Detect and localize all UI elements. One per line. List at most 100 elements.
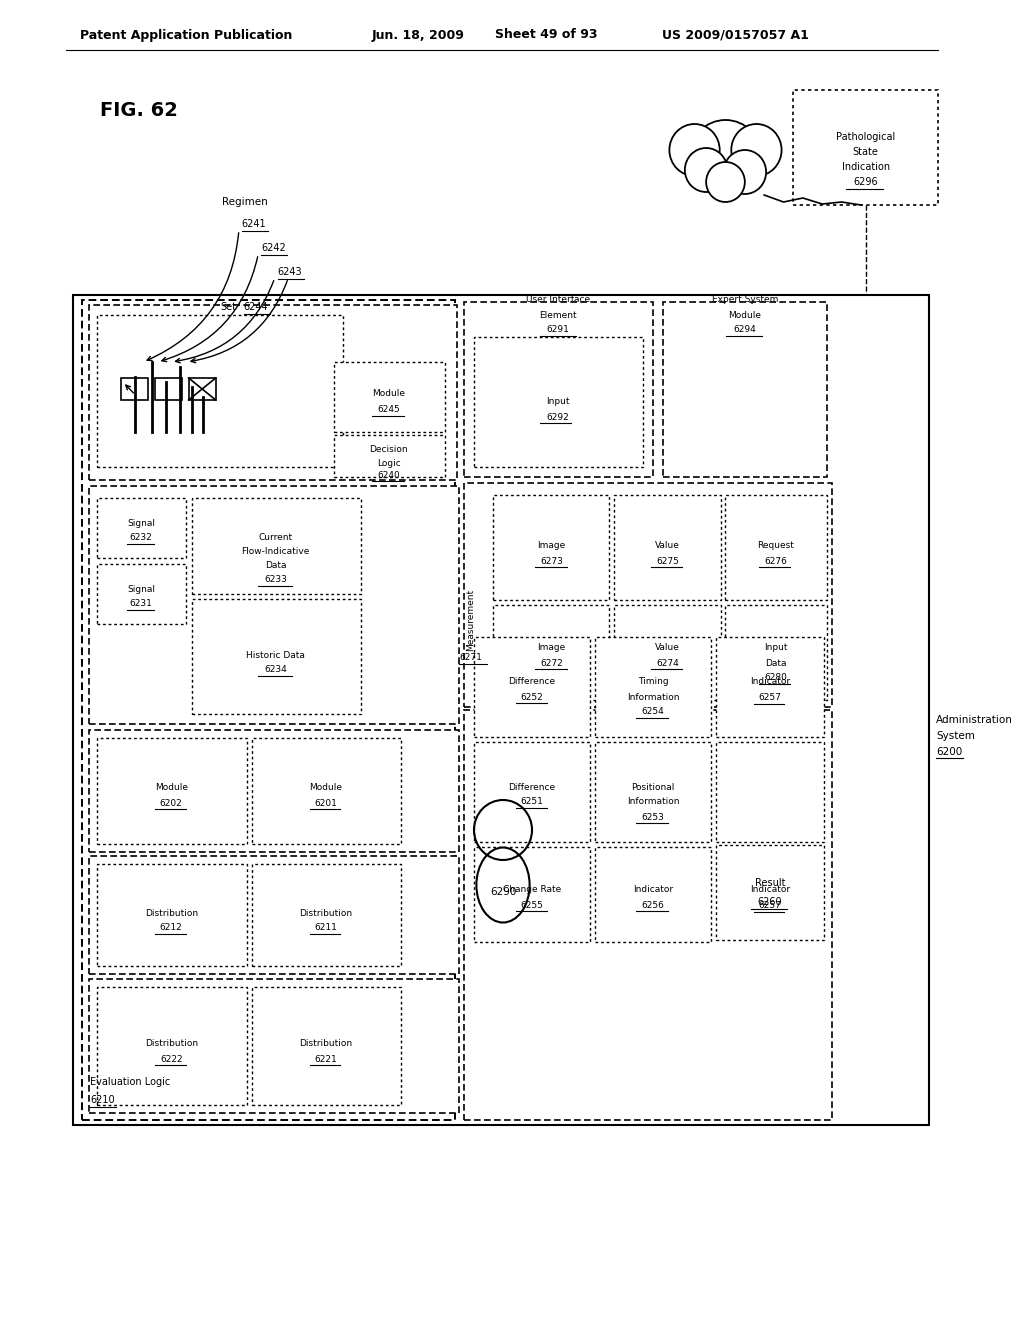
Bar — [725, 495, 827, 601]
Text: 6260: 6260 — [758, 898, 782, 907]
Bar — [96, 564, 185, 624]
Text: US 2009/0157057 A1: US 2009/0157057 A1 — [662, 29, 809, 41]
Text: Image: Image — [538, 541, 565, 550]
Text: 6276: 6276 — [764, 557, 787, 565]
Text: 6274: 6274 — [656, 659, 679, 668]
Text: Regimen: Regimen — [222, 197, 268, 207]
Bar — [725, 605, 827, 700]
Text: Measurement: Measurement — [467, 589, 475, 651]
Text: Module: Module — [728, 310, 761, 319]
Bar — [96, 498, 185, 558]
Text: 6212: 6212 — [160, 924, 182, 932]
Text: 6231: 6231 — [130, 599, 153, 609]
Text: Timing: Timing — [638, 677, 669, 686]
Text: 6273: 6273 — [540, 557, 563, 565]
Text: 6257: 6257 — [759, 902, 781, 911]
Text: Result: Result — [755, 878, 785, 888]
Bar — [494, 495, 609, 601]
Text: 6241: 6241 — [242, 219, 266, 228]
Text: Data: Data — [265, 561, 287, 570]
Bar — [89, 979, 459, 1113]
Text: 6240: 6240 — [378, 470, 400, 479]
Bar — [334, 436, 445, 477]
Bar — [89, 486, 459, 723]
Text: Distribution: Distribution — [144, 908, 198, 917]
Text: Flow-Indicative: Flow-Indicative — [242, 548, 310, 557]
Text: Network: Network — [706, 160, 745, 170]
Circle shape — [707, 162, 744, 202]
Text: Module: Module — [155, 784, 187, 792]
Bar — [595, 847, 711, 942]
Circle shape — [731, 124, 781, 176]
Text: 6222: 6222 — [160, 1055, 182, 1064]
Text: Evaluation Logic: Evaluation Logic — [90, 1077, 170, 1086]
Bar — [96, 987, 247, 1105]
Text: Difference: Difference — [509, 677, 556, 686]
Text: Information: Information — [627, 693, 679, 701]
Bar — [474, 742, 590, 842]
Text: 6210: 6210 — [90, 1096, 115, 1105]
Text: Input: Input — [764, 644, 787, 652]
Text: Signal: Signal — [127, 585, 156, 594]
Text: Input: Input — [547, 397, 570, 407]
Text: FIG. 62: FIG. 62 — [99, 100, 177, 120]
Text: 6251: 6251 — [520, 797, 544, 807]
Text: Indicator: Indicator — [633, 886, 673, 895]
Text: Patent Application Publication: Patent Application Publication — [80, 29, 292, 41]
Bar — [96, 865, 247, 966]
Bar — [89, 855, 459, 974]
Text: 6245: 6245 — [378, 405, 400, 414]
Text: 6296: 6296 — [853, 177, 878, 187]
Text: Indication: Indication — [842, 162, 890, 172]
Bar — [474, 337, 643, 467]
Bar — [191, 599, 360, 714]
Text: 6292: 6292 — [547, 412, 569, 421]
Text: Administration: Administration — [936, 715, 1013, 725]
Text: State: State — [853, 147, 879, 157]
Bar — [794, 90, 938, 205]
Text: Jun. 18, 2009: Jun. 18, 2009 — [372, 29, 464, 41]
Text: 6271: 6271 — [460, 653, 482, 663]
Text: Signal: Signal — [127, 519, 156, 528]
Text: 6272: 6272 — [540, 659, 563, 668]
Bar — [252, 865, 401, 966]
Text: 6253: 6253 — [641, 813, 665, 821]
Bar — [614, 495, 721, 601]
Text: Historic Data: Historic Data — [246, 651, 305, 660]
Text: Element: Element — [540, 310, 577, 319]
Text: Module: Module — [309, 784, 342, 792]
Text: Decision: Decision — [370, 446, 409, 454]
Bar — [716, 845, 824, 940]
Bar — [73, 294, 929, 1125]
Text: Logic: Logic — [377, 458, 400, 467]
Bar — [663, 302, 827, 477]
Bar — [721, 946, 825, 1111]
Text: 6254: 6254 — [642, 708, 665, 717]
Text: Distribution: Distribution — [299, 908, 352, 917]
Bar — [96, 738, 247, 843]
Text: Value: Value — [655, 644, 680, 652]
Text: User Interface: User Interface — [526, 296, 590, 305]
Circle shape — [724, 150, 766, 194]
Text: 6291: 6291 — [547, 326, 569, 334]
Text: Module: Module — [373, 389, 406, 399]
Text: Set: Set — [220, 302, 237, 312]
Text: Distribution: Distribution — [299, 1040, 352, 1048]
Text: Pathological: Pathological — [837, 132, 895, 143]
Bar — [82, 300, 455, 1119]
Text: 6255: 6255 — [520, 900, 544, 909]
Text: 6200: 6200 — [936, 747, 963, 756]
Circle shape — [670, 124, 720, 176]
Text: 6257: 6257 — [759, 693, 781, 702]
Text: Value: Value — [655, 541, 680, 550]
Text: Image: Image — [538, 644, 565, 652]
Text: 6280: 6280 — [764, 673, 787, 682]
Text: 6221: 6221 — [314, 1055, 337, 1064]
Text: 6201: 6201 — [314, 799, 338, 808]
Text: Change Rate: Change Rate — [503, 886, 561, 895]
Text: Request: Request — [758, 541, 795, 550]
Text: 6232: 6232 — [130, 533, 153, 543]
Text: 6295: 6295 — [713, 176, 738, 185]
Text: 6234: 6234 — [264, 665, 287, 675]
Bar — [494, 605, 609, 700]
